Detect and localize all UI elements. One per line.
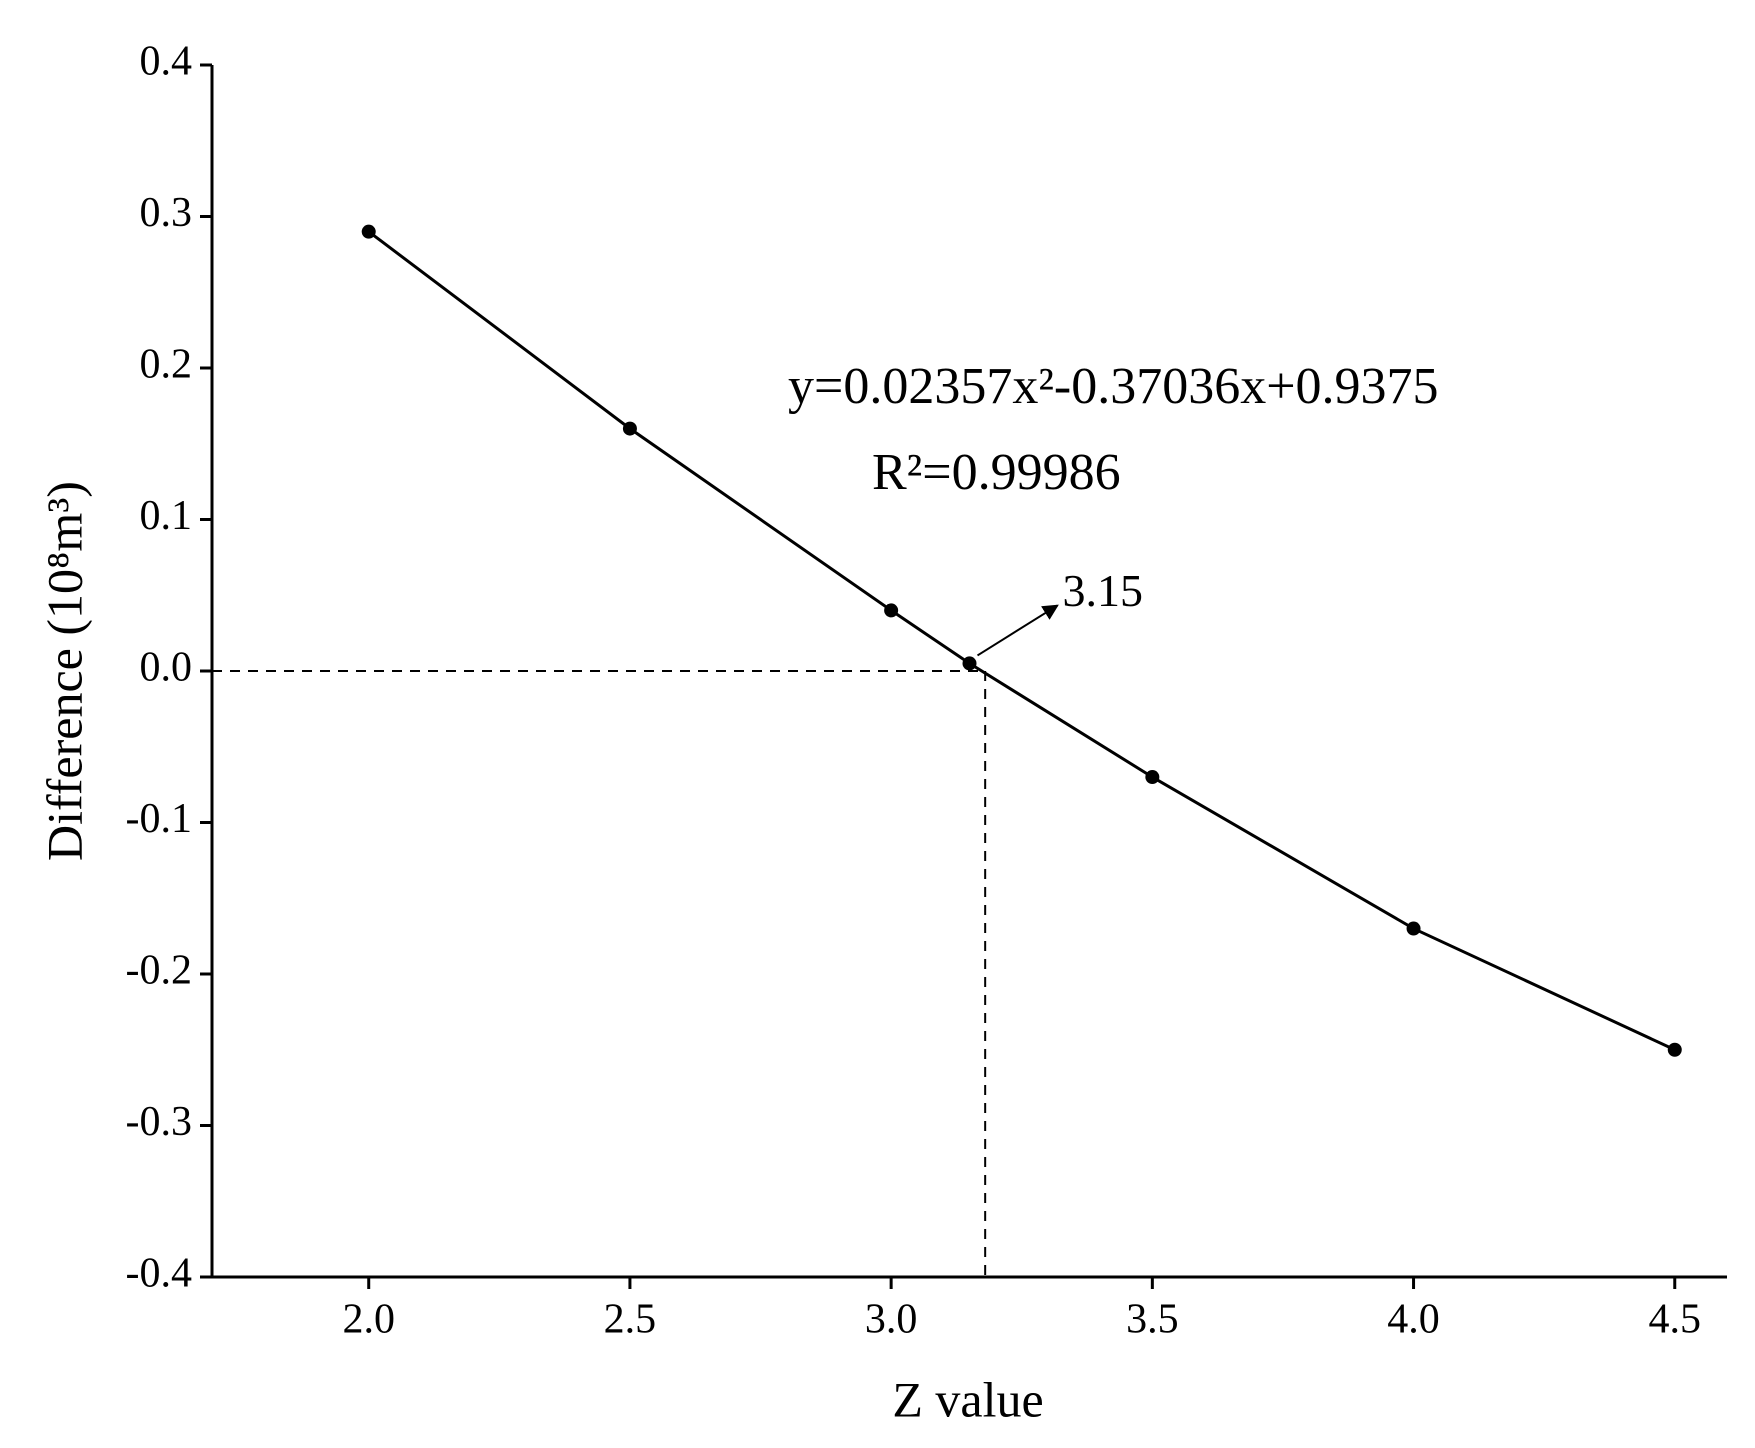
- data-point: [622, 421, 637, 436]
- y-tick-label: -0.4: [126, 1251, 193, 1297]
- x-tick-label: 4.0: [1387, 1297, 1440, 1343]
- data-point: [361, 224, 376, 239]
- y-tick-label: 0.0: [140, 645, 193, 691]
- y-tick-label: 0.3: [140, 190, 193, 236]
- annotation-arrow: [976, 604, 1059, 657]
- equation: y=0.02357x²-0.37036x+0.9375: [788, 358, 1439, 415]
- x-tick-label: 2.5: [604, 1297, 657, 1343]
- data-point: [1406, 921, 1421, 936]
- y-tick-label: 0.4: [140, 39, 193, 85]
- y-tick-label: -0.2: [126, 948, 193, 994]
- y-axis-label: Difference (10⁸m³): [36, 481, 92, 861]
- x-tick-label: 3.5: [1126, 1297, 1179, 1343]
- x-axis-label: Z value: [892, 1371, 1043, 1427]
- data-point: [1667, 1042, 1682, 1057]
- x-tick-label: 3.0: [865, 1297, 918, 1343]
- data-line: [367, 230, 1676, 1052]
- y-tick-label: -0.1: [126, 796, 193, 842]
- y-tick-label: 0.2: [140, 342, 193, 388]
- r-squared: R²=0.99986: [872, 444, 1121, 501]
- data-point: [962, 656, 977, 671]
- data-point: [1145, 770, 1160, 785]
- y-tick-label: 0.1: [140, 493, 193, 539]
- x-tick-label: 4.5: [1649, 1297, 1702, 1343]
- x-tick-label: 2.0: [342, 1297, 395, 1343]
- data-point: [884, 603, 899, 618]
- annotation-label: 3.15: [1063, 565, 1144, 616]
- y-tick-label: -0.3: [126, 1099, 193, 1145]
